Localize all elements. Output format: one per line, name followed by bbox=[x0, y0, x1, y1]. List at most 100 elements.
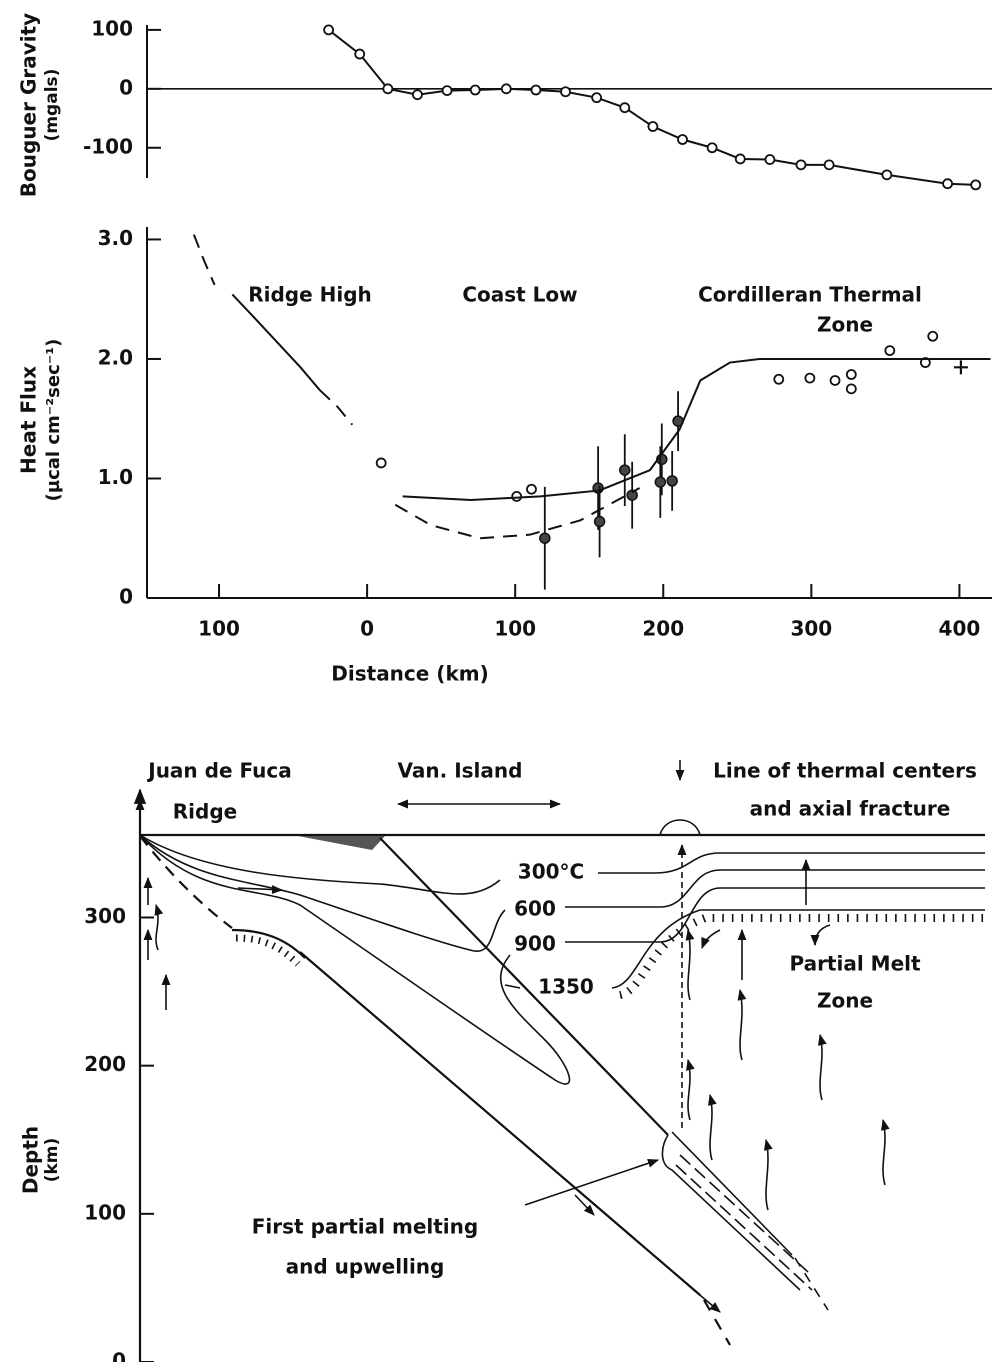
diagram-label: Zone bbox=[817, 989, 873, 1013]
line bbox=[402, 357, 991, 501]
upwelling-arrow bbox=[763, 1138, 773, 1211]
melt-slab bbox=[794, 1257, 829, 1311]
point bbox=[539, 532, 551, 544]
point bbox=[560, 86, 571, 98]
melt-slab bbox=[671, 1131, 793, 1256]
y-tick-label: 0 bbox=[119, 585, 133, 609]
y-tick-label: 1.0 bbox=[98, 465, 133, 489]
y-tick-label: 100 bbox=[91, 16, 133, 40]
x-tick-label: 400 bbox=[939, 617, 981, 641]
x-tick-label: 100 bbox=[494, 617, 536, 641]
point bbox=[881, 169, 893, 181]
point bbox=[795, 159, 807, 171]
isotherm-label: 1350 bbox=[538, 975, 594, 999]
slab-base-extension bbox=[703, 1299, 731, 1346]
x-tick-label: 200 bbox=[642, 617, 684, 641]
y-tick-label: 0 bbox=[112, 1349, 126, 1362]
point bbox=[804, 372, 816, 384]
y-tick-label: 100 bbox=[84, 1200, 126, 1224]
y-axis-title: (km) bbox=[42, 1138, 62, 1183]
annotation: Coast Low bbox=[462, 283, 577, 307]
line bbox=[328, 29, 976, 186]
diagram-label: Partial Melt bbox=[789, 952, 921, 976]
y-axis-title: Depth bbox=[19, 1126, 43, 1194]
point bbox=[323, 24, 335, 36]
point bbox=[412, 89, 423, 101]
y-axis-title: Bouguer Gravity bbox=[17, 13, 41, 197]
point bbox=[619, 464, 631, 476]
point bbox=[734, 153, 746, 165]
annotation: Cordilleran Thermal bbox=[698, 283, 922, 307]
line bbox=[319, 389, 354, 426]
point bbox=[677, 134, 688, 145]
pointer-arrow bbox=[524, 1158, 660, 1206]
y-tick-label: 3.0 bbox=[98, 226, 133, 250]
x-tick-label: 300 bbox=[790, 617, 832, 641]
y-axis-title: Heat Flux bbox=[17, 366, 41, 474]
point bbox=[469, 84, 481, 96]
y-tick-label: 200 bbox=[84, 1052, 126, 1076]
slab-top bbox=[379, 837, 669, 1136]
diagram-label: First partial melting bbox=[252, 1215, 478, 1239]
point bbox=[884, 345, 896, 357]
y-tick-label: 2.0 bbox=[98, 345, 133, 369]
point bbox=[845, 369, 857, 380]
diagram-label: Van. Island bbox=[398, 759, 523, 783]
isotherm bbox=[565, 869, 985, 908]
trench-sediment bbox=[298, 836, 385, 850]
upwelling-arrow bbox=[685, 928, 695, 1001]
y-axis-title: (mgals) bbox=[42, 69, 62, 142]
point bbox=[354, 48, 366, 60]
isotherm bbox=[611, 909, 985, 989]
isotherm bbox=[598, 852, 985, 874]
isotherm-label: 600 bbox=[514, 897, 556, 921]
point bbox=[773, 373, 785, 385]
upwelling-arrow bbox=[685, 1058, 695, 1121]
melt-slab bbox=[675, 1164, 813, 1291]
x-axis-title: Distance (km) bbox=[331, 662, 488, 686]
upwelling-arrow bbox=[737, 988, 747, 1061]
isotherm bbox=[504, 984, 521, 989]
diagram-label: and axial fracture bbox=[750, 797, 951, 821]
x-tick-label: 100 bbox=[198, 617, 240, 641]
line bbox=[231, 293, 321, 391]
isotherm-label: 900 bbox=[514, 932, 556, 956]
diagram-label: and upwelling bbox=[286, 1255, 445, 1279]
isotherm bbox=[139, 834, 571, 1085]
point bbox=[823, 159, 835, 171]
y-tick-label: -100 bbox=[83, 134, 133, 158]
flow-arrow bbox=[574, 1194, 595, 1216]
slab-base bbox=[299, 951, 701, 1296]
annotation: Zone bbox=[817, 313, 873, 337]
point bbox=[511, 491, 523, 502]
point bbox=[626, 489, 638, 501]
point bbox=[619, 102, 631, 114]
point bbox=[500, 83, 512, 95]
point bbox=[927, 330, 939, 342]
point bbox=[647, 121, 659, 132]
volcano bbox=[659, 819, 701, 836]
point bbox=[375, 457, 387, 469]
annotation: Ridge High bbox=[248, 283, 372, 307]
convection-arrow bbox=[701, 929, 721, 950]
lithosphere-base bbox=[231, 928, 306, 959]
line bbox=[192, 234, 216, 286]
lithosphere-base bbox=[139, 835, 233, 929]
upwelling-arrow bbox=[707, 1093, 717, 1161]
point bbox=[829, 375, 841, 386]
melt-slab bbox=[679, 1154, 809, 1273]
upwelling-arrow bbox=[880, 1118, 890, 1186]
y-tick-label: 300 bbox=[84, 904, 126, 928]
point bbox=[764, 154, 776, 165]
point bbox=[530, 84, 542, 96]
point bbox=[654, 476, 667, 488]
line bbox=[394, 487, 641, 540]
diagram-label: Line of thermal centers bbox=[713, 759, 977, 783]
isotherm-label: 300°C bbox=[518, 860, 584, 884]
convection-arrow bbox=[810, 924, 831, 947]
point bbox=[666, 475, 678, 487]
diagram-label: Ridge bbox=[173, 800, 237, 824]
flow-arrow bbox=[687, 1284, 721, 1313]
isotherm bbox=[565, 887, 985, 943]
